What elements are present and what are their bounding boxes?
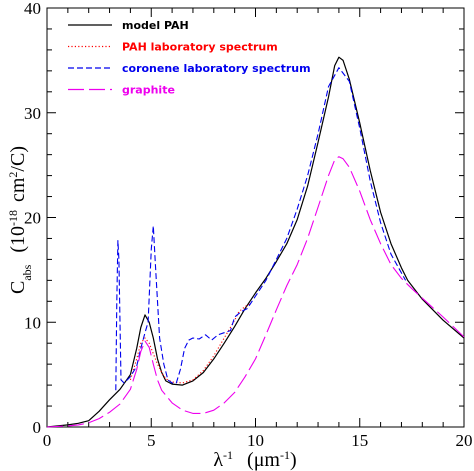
y-tick-label: 40 — [24, 0, 41, 18]
x-axis-unit-close: ) — [290, 449, 297, 471]
x-axis-unit: (μm — [247, 449, 280, 471]
x-axis-unit-exponent: -1 — [280, 448, 290, 462]
y-axis-unit: cm — [7, 177, 29, 202]
y-tick-label: 10 — [24, 313, 41, 332]
y-axis-unit-exponent: -18 — [6, 210, 20, 226]
axis-ticks — [46, 7, 465, 428]
x-axis-title: λ-1 (μm-1) — [213, 448, 296, 471]
legend-label: graphite — [122, 84, 175, 97]
series-line-pah-laboratory-spectrum — [129, 302, 252, 384]
data-series — [46, 56, 465, 428]
x-tick-label: 0 — [43, 431, 52, 450]
legend-label: PAH laboratory spectrum — [122, 41, 278, 54]
legend-label: model PAH — [122, 19, 189, 32]
x-tick-label: 20 — [456, 431, 473, 450]
legend: model PAH PAH laboratory spectrum coronene… — [68, 19, 311, 97]
y-axis-title: Cabs (10-18 cm2/C) — [6, 146, 34, 294]
y-tick-label: 20 — [24, 209, 41, 228]
series-line-model-pah — [46, 56, 465, 428]
x-tick-label: 15 — [351, 431, 368, 450]
y-tick-label: 30 — [24, 104, 41, 123]
y-axis-unit-exponent-2: 2 — [6, 172, 20, 178]
y-axis-unit-close: /C) — [7, 146, 29, 172]
y-tick-label: 0 — [33, 418, 42, 437]
series-line-graphite — [46, 156, 465, 428]
legend-label: coronene laboratory spectrum — [122, 62, 311, 75]
y-axis-symbol: C — [7, 281, 29, 294]
x-tick-label: 10 — [247, 431, 264, 450]
y-axis-symbol-subscript: abs — [20, 264, 34, 280]
x-axis-symbol: λ — [213, 449, 223, 471]
x-tick-label: 5 — [147, 431, 156, 450]
y-axis-unit-open: (10 — [7, 226, 29, 253]
x-axis-symbol-exponent: -1 — [223, 448, 233, 462]
series-line-coronene-laboratory-spectrum — [115, 67, 407, 391]
axis-tick-labels: 0 5 10 15 20 0 10 20 30 40 — [24, 0, 473, 450]
